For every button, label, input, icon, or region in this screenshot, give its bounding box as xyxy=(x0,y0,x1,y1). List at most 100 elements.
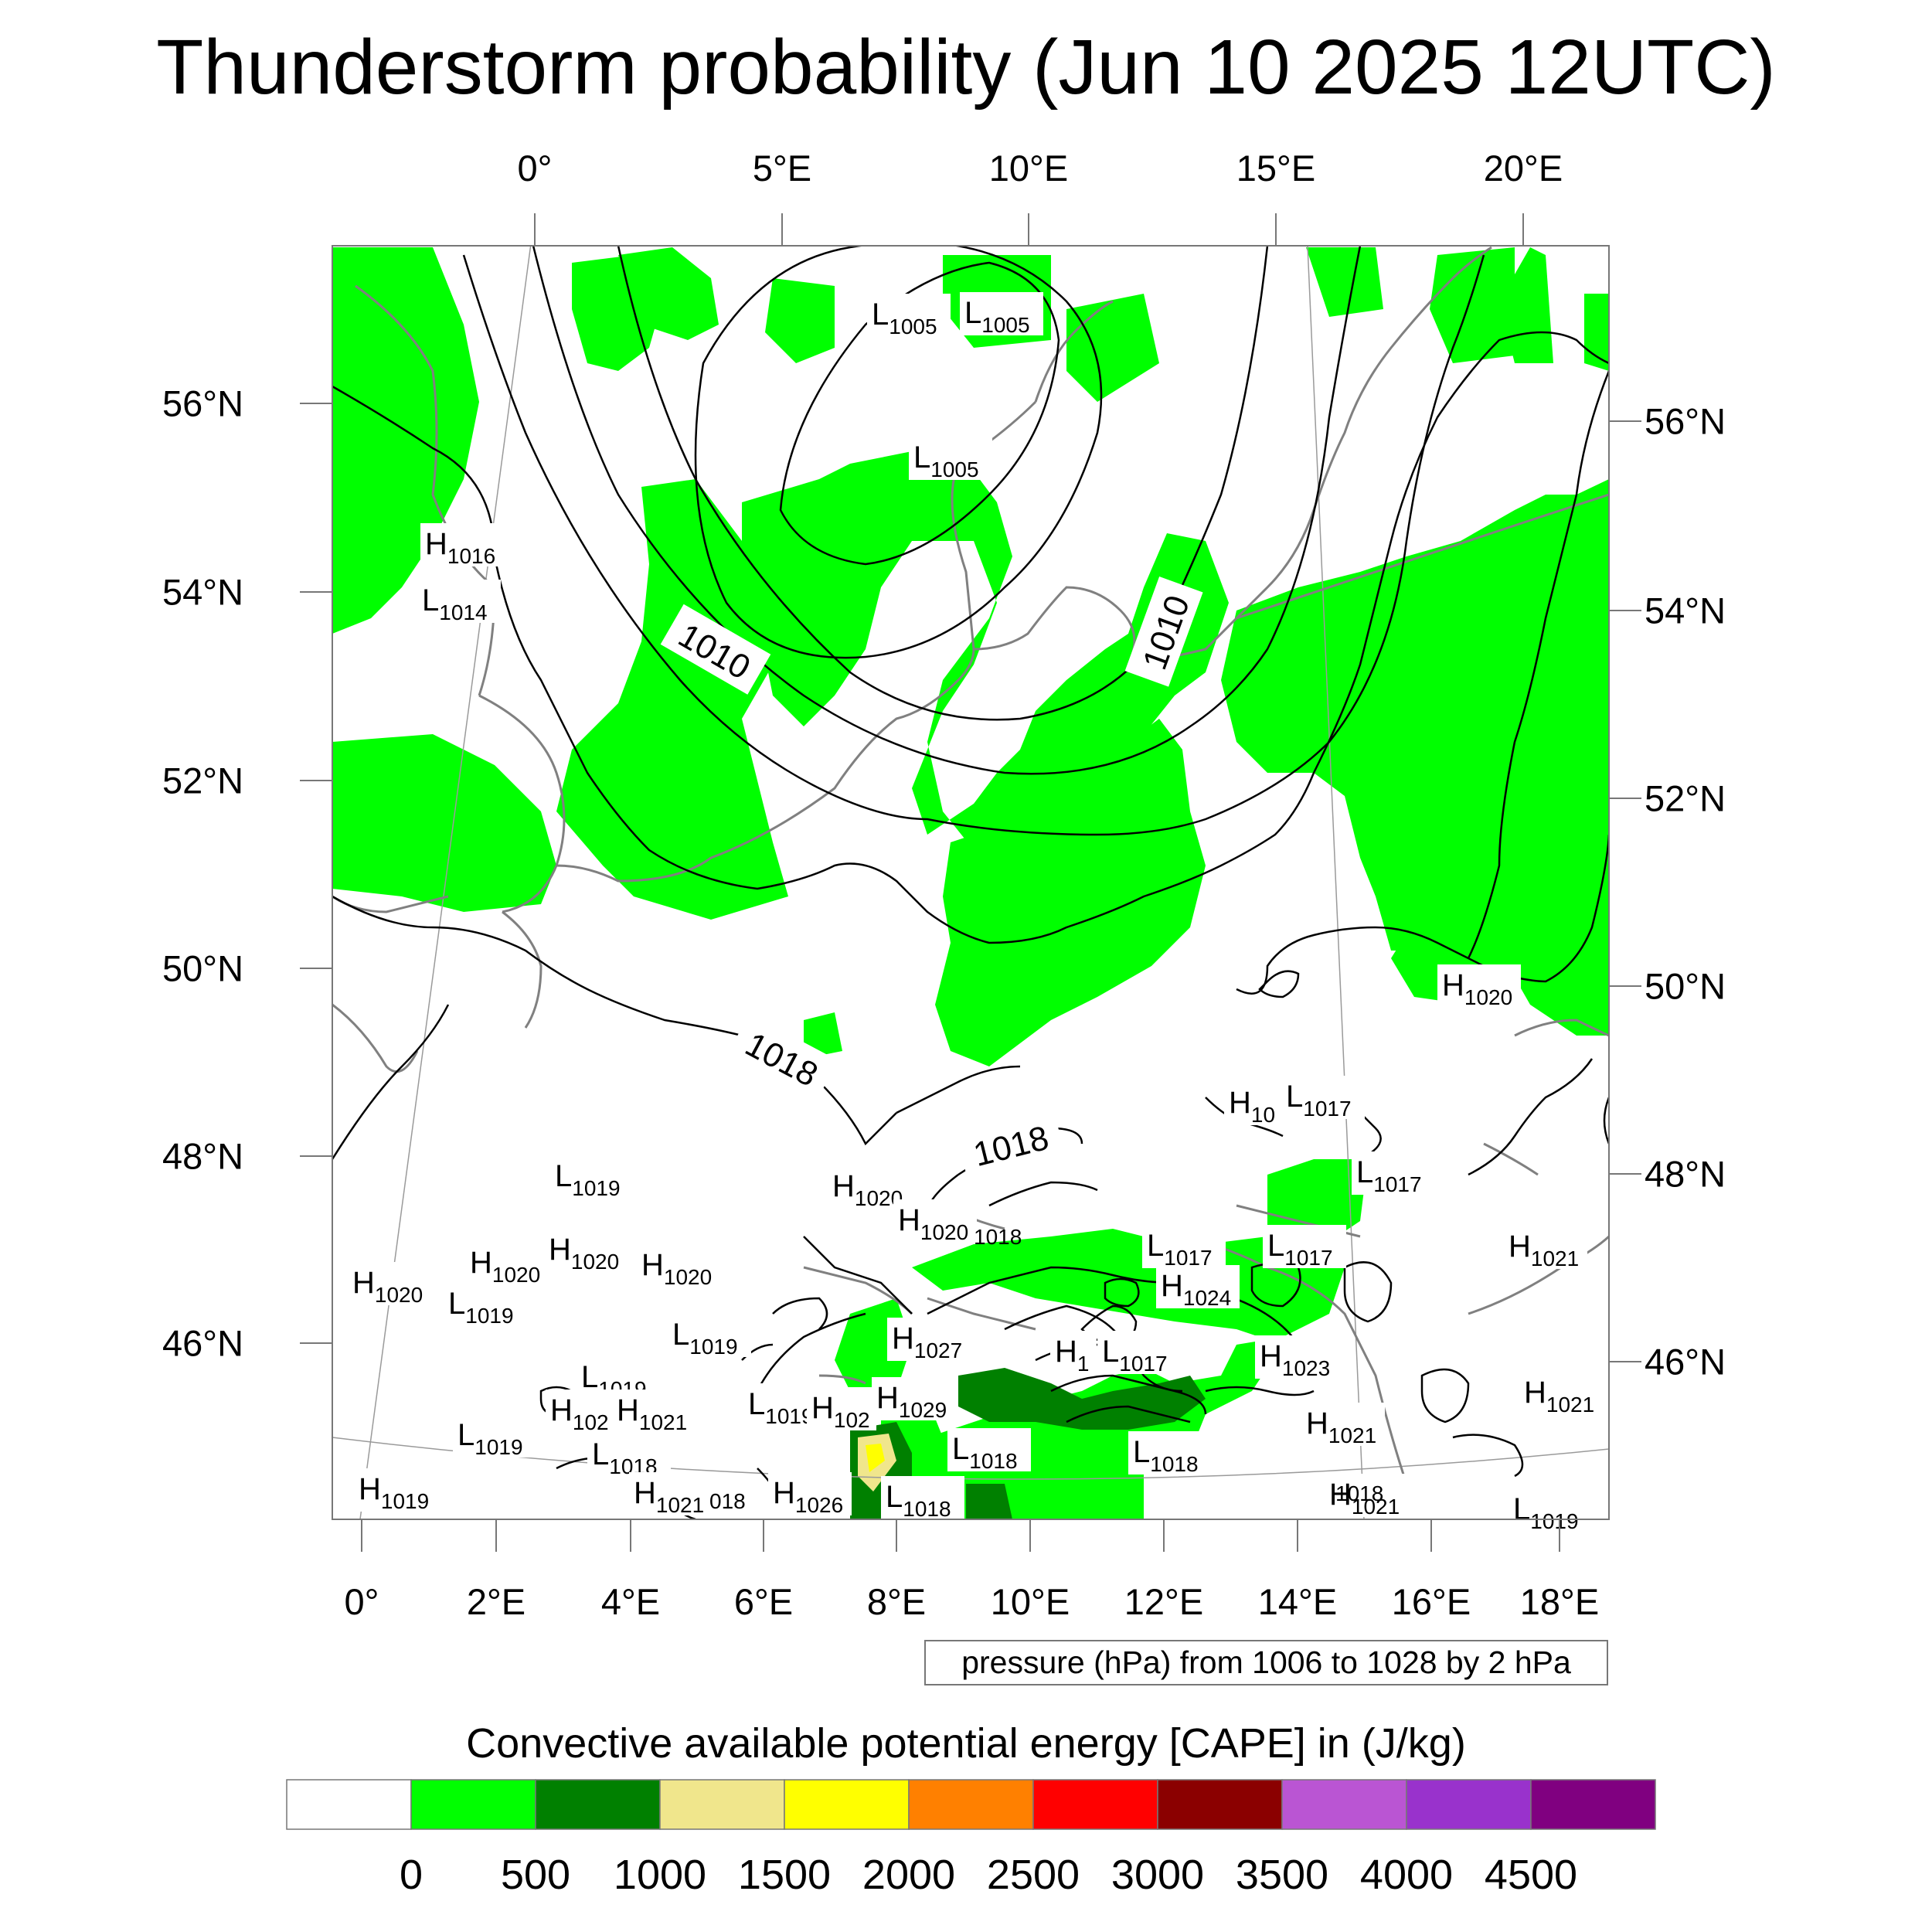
map-text-fragments: 1018 018 1018 xyxy=(709,1225,1383,1513)
right-lat-label: 54°N xyxy=(1645,590,1726,631)
bottom-lon-label: 18°E xyxy=(1519,1581,1600,1622)
right-lat-label: 56°N xyxy=(1645,400,1726,442)
pressure-center-label: H1020 xyxy=(549,1233,619,1274)
colorbar-bin xyxy=(1157,1779,1283,1830)
colorbar-bin xyxy=(535,1779,661,1830)
left-lat-label: 52°N xyxy=(162,760,244,801)
bottom-lon-label: 2°E xyxy=(466,1581,526,1622)
top-lon-label: 0° xyxy=(517,148,553,189)
colorbar-tick-label: 3500 xyxy=(1235,1852,1329,1898)
pressure-center-label: L1019 xyxy=(748,1387,814,1428)
pressure-center-label: H1021 xyxy=(1306,1406,1376,1447)
top-lon-label: 15°E xyxy=(1236,148,1316,189)
colorbar-tick-label: 0 xyxy=(399,1852,423,1898)
pressure-center-label: H1020 xyxy=(352,1266,423,1307)
colorbar-tick-label: 2000 xyxy=(862,1852,956,1898)
top-lon-label: 10°E xyxy=(988,148,1069,189)
right-lat-label: 52°N xyxy=(1645,777,1726,819)
pressure-center-label: L1005 xyxy=(913,440,979,481)
bottom-lon-label: 14°E xyxy=(1257,1581,1338,1622)
pressure-centers: L1005 L1005 L1005 H1016 L1014 H1020 H10 … xyxy=(348,292,1603,1533)
colorbar-bin xyxy=(908,1779,1034,1830)
map-text-fragment: 1018 xyxy=(1335,1481,1383,1505)
bottom-lon-label: 4°E xyxy=(600,1581,661,1622)
colorbar-bin xyxy=(286,1779,412,1830)
pressure-center-label: H1020 xyxy=(641,1248,712,1289)
top-lon-label: 20°E xyxy=(1483,148,1563,189)
colorbar-tick-label: 1500 xyxy=(737,1852,832,1898)
colorbar-bin xyxy=(1406,1779,1532,1830)
pressure-center-label: H1021 xyxy=(1329,1478,1400,1519)
left-lat-label: 46°N xyxy=(162,1322,244,1364)
colorbar-bin xyxy=(1530,1779,1656,1830)
contour-labels: 1010 1010 1018 1018 xyxy=(660,576,1203,1179)
pressure-center-label: H1023 xyxy=(1260,1339,1330,1380)
pressure-center-label: L1005 xyxy=(964,296,1030,337)
pressure-center-label: L1018 xyxy=(1133,1435,1199,1476)
pressure-center-label: H102 xyxy=(811,1391,870,1432)
map-text-fragment: 1018 xyxy=(974,1225,1022,1249)
map-border xyxy=(332,245,1610,1520)
colorbar xyxy=(286,1779,1656,1830)
bottom-lon-label: 12°E xyxy=(1124,1581,1204,1622)
pressure-center-label: L1017 xyxy=(1102,1335,1168,1376)
pressure-center-label: L1017 xyxy=(1267,1229,1333,1270)
pressure-center-label: L1019 xyxy=(555,1159,621,1200)
colorbar-tick-label: 500 xyxy=(500,1852,571,1898)
contour-info-box: pressure (hPa) from 1006 to 1028 by 2 hP… xyxy=(924,1640,1608,1685)
pressure-center-label: L1019 xyxy=(457,1418,523,1459)
bottom-lon-label: 0° xyxy=(344,1581,379,1622)
pressure-center-label: L1018 xyxy=(886,1480,951,1521)
right-lat-label: 48°N xyxy=(1645,1153,1726,1195)
colorbar-title: Convective available potential energy [C… xyxy=(466,1720,1466,1767)
pressure-center-label: L1019 xyxy=(448,1287,514,1328)
pressure-center-label: H1 xyxy=(1055,1335,1089,1376)
pressure-center-label: H1019 xyxy=(359,1472,429,1513)
colorbar-bin xyxy=(659,1779,785,1830)
pressure-center-label: L1017 xyxy=(1356,1155,1422,1196)
colorbar-tick-label: 4000 xyxy=(1359,1852,1454,1898)
colorbar-bin xyxy=(1281,1779,1407,1830)
colorbar-bin xyxy=(1032,1779,1158,1830)
pressure-center-label: H10 xyxy=(1229,1086,1275,1127)
pressure-center-label: L1019 xyxy=(1513,1492,1579,1533)
pressure-center-label: H1029 xyxy=(876,1381,947,1422)
colorbar-tick-label: 3000 xyxy=(1111,1852,1205,1898)
left-lat-label: 50°N xyxy=(162,947,244,989)
pressure-center-label: L1005 xyxy=(872,298,937,338)
pressure-center-label: L1019 xyxy=(672,1318,738,1359)
cape-field xyxy=(332,247,1609,1519)
bottom-lon-label: 8°E xyxy=(866,1581,927,1622)
right-lat-label: 46°N xyxy=(1645,1341,1726,1383)
colorbar-bin xyxy=(784,1779,910,1830)
left-lat-label: 56°N xyxy=(162,383,244,424)
chart-title: Thunderstorm probability (Jun 10 2025 12… xyxy=(156,24,1776,111)
left-lat-label: 48°N xyxy=(162,1135,244,1177)
pressure-center-label: H1021 xyxy=(617,1393,687,1434)
colorbar-tick-label: 1000 xyxy=(613,1852,707,1898)
pressure-center-label: H1020 xyxy=(470,1246,540,1287)
pressure-center-label: L1018 xyxy=(952,1432,1018,1473)
colorbar-tick-label: 4500 xyxy=(1484,1852,1578,1898)
pressure-center-label: L1017 xyxy=(1286,1080,1352,1121)
axis-ticks xyxy=(300,213,1641,1552)
cape-region-500-1000 xyxy=(958,1368,1206,1430)
pressure-center-label: H1027 xyxy=(892,1321,962,1362)
cape-region-1500-2000 xyxy=(866,1444,885,1472)
pressure-center-label: H102 xyxy=(550,1393,609,1434)
pressure-center-label: H1021 xyxy=(634,1476,704,1517)
pressure-center-label: H1016 xyxy=(425,527,495,568)
colorbar-tick-label: 2500 xyxy=(986,1852,1080,1898)
pressure-center-label: H1024 xyxy=(1161,1269,1231,1310)
top-lon-label: 5°E xyxy=(752,148,812,189)
pressure-center-label: H1020 xyxy=(898,1203,968,1244)
bottom-lon-label: 6°E xyxy=(733,1581,794,1622)
left-lat-label: 54°N xyxy=(162,571,244,613)
cape-region-0-500 xyxy=(332,247,479,634)
pressure-center-label: H1020 xyxy=(1442,968,1512,1009)
colorbar-bin xyxy=(410,1779,536,1830)
pressure-center-label: H1021 xyxy=(1509,1230,1579,1270)
pressure-center-label: H1021 xyxy=(1524,1376,1594,1417)
right-lat-label: 50°N xyxy=(1645,965,1726,1007)
